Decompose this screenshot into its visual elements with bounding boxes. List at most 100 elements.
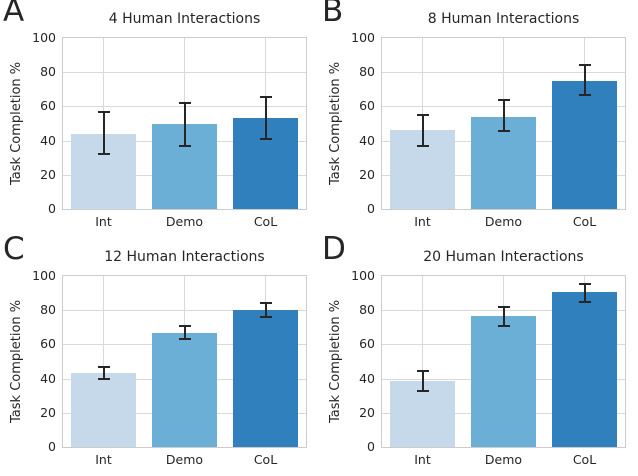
y-tick-label: 60 <box>359 98 375 114</box>
y-tick-label: 80 <box>359 64 375 80</box>
error-bar-line <box>102 366 105 380</box>
bar-demo <box>471 316 536 447</box>
bar-int <box>390 381 455 447</box>
error-bar-cap <box>259 137 272 140</box>
y-tick-label: 100 <box>351 30 375 45</box>
gridline <box>422 276 423 447</box>
y-tick-label: 80 <box>359 302 375 318</box>
panel-letter: C <box>3 231 25 267</box>
y-tick-label: 0 <box>48 439 56 454</box>
error-bar-cap <box>578 282 591 285</box>
chart-title: 20 Human Interactions <box>423 249 584 265</box>
error-bar-cap <box>416 113 429 116</box>
x-tick-label: CoL <box>572 214 597 229</box>
y-tick-label: 20 <box>359 404 375 420</box>
error-bar-line <box>421 114 424 146</box>
x-tick-label: Demo <box>484 214 523 229</box>
panel-c: C 12 Human Interactions Task Completion … <box>0 231 319 476</box>
x-tick-label: Demo <box>165 214 204 229</box>
y-tick-label: 20 <box>40 404 56 420</box>
x-tick-label: Int <box>95 214 112 229</box>
panel-b: B 8 Human Interactions Task Completion %… <box>319 0 638 238</box>
error-bar-cap <box>178 324 191 327</box>
error-bar-cap <box>97 365 110 368</box>
error-bar-cap <box>178 101 191 104</box>
panel-letter: B <box>322 0 344 29</box>
bar-demo <box>152 333 217 447</box>
error-bar-line <box>583 64 586 96</box>
error-bar-cap <box>259 316 272 319</box>
error-bar-cap <box>97 111 110 114</box>
bar-col <box>552 292 617 447</box>
error-bar-line <box>421 370 424 391</box>
y-tick-label: 20 <box>40 166 56 182</box>
error-bar-line <box>502 100 505 132</box>
x-tick-label: Int <box>95 452 112 467</box>
error-bar-cap <box>259 95 272 98</box>
error-bar-line <box>183 325 186 340</box>
y-axis-label: Task Completion % <box>328 299 343 424</box>
y-tick-label: 60 <box>359 336 375 352</box>
y-tick-label: 100 <box>351 268 375 283</box>
error-bar-cap <box>497 99 510 102</box>
x-tick-label: Int <box>414 452 431 467</box>
error-bar-cap <box>416 144 429 147</box>
error-bar-cap <box>497 305 510 308</box>
chart-title: 8 Human Interactions <box>427 11 580 27</box>
y-tick-label: 80 <box>40 302 56 318</box>
error-bar-cap <box>578 300 591 303</box>
y-tick-label: 40 <box>359 370 375 386</box>
plot-area <box>381 275 626 448</box>
y-tick-label: 0 <box>367 201 375 216</box>
error-bar-line <box>183 102 186 146</box>
y-tick-label: 0 <box>48 201 56 216</box>
y-tick-label: 40 <box>359 132 375 148</box>
y-tick-label: 80 <box>40 64 56 80</box>
error-bar-line <box>264 96 267 139</box>
x-tick-label: CoL <box>253 452 278 467</box>
y-tick-label: 60 <box>40 336 56 352</box>
error-bar-cap <box>97 153 110 156</box>
plot-area <box>381 37 626 210</box>
x-tick-label: CoL <box>572 452 597 467</box>
error-bar-cap <box>578 63 591 66</box>
plot-area <box>62 37 307 210</box>
error-bar-cap <box>416 389 429 392</box>
error-bar-cap <box>578 94 591 97</box>
error-bar-line <box>102 112 105 155</box>
y-tick-label: 100 <box>32 30 56 45</box>
x-tick-label: Int <box>414 214 431 229</box>
bar-int <box>71 373 136 447</box>
chart-title: 12 Human Interactions <box>104 249 265 265</box>
x-tick-label: Demo <box>484 452 523 467</box>
y-tick-label: 40 <box>40 370 56 386</box>
y-axis-label: Task Completion % <box>9 299 24 424</box>
gridline <box>103 276 104 447</box>
error-bar-cap <box>178 338 191 341</box>
error-bar-cap <box>97 378 110 381</box>
panel-letter: A <box>3 0 25 29</box>
error-bar-cap <box>178 144 191 147</box>
panel-letter: D <box>322 231 346 267</box>
error-bar-line <box>264 303 267 318</box>
y-tick-label: 100 <box>32 268 56 283</box>
plot-area <box>62 275 307 448</box>
y-tick-label: 0 <box>367 439 375 454</box>
bar-col <box>233 310 298 447</box>
panel-a: A 4 Human Interactions Task Completion %… <box>0 0 319 238</box>
panel-d: D 20 Human Interactions Task Completion … <box>319 231 638 476</box>
y-axis-label: Task Completion % <box>9 61 24 186</box>
y-tick-label: 20 <box>359 166 375 182</box>
y-axis-label: Task Completion % <box>328 61 343 186</box>
chart-title: 4 Human Interactions <box>108 11 261 27</box>
x-tick-label: CoL <box>253 214 278 229</box>
error-bar-line <box>583 283 586 302</box>
y-tick-label: 60 <box>40 98 56 114</box>
error-bar-cap <box>416 369 429 372</box>
error-bar-cap <box>259 302 272 305</box>
error-bar-cap <box>497 324 510 327</box>
bar-col <box>552 80 617 209</box>
x-tick-label: Demo <box>165 452 204 467</box>
error-bar-cap <box>497 130 510 133</box>
